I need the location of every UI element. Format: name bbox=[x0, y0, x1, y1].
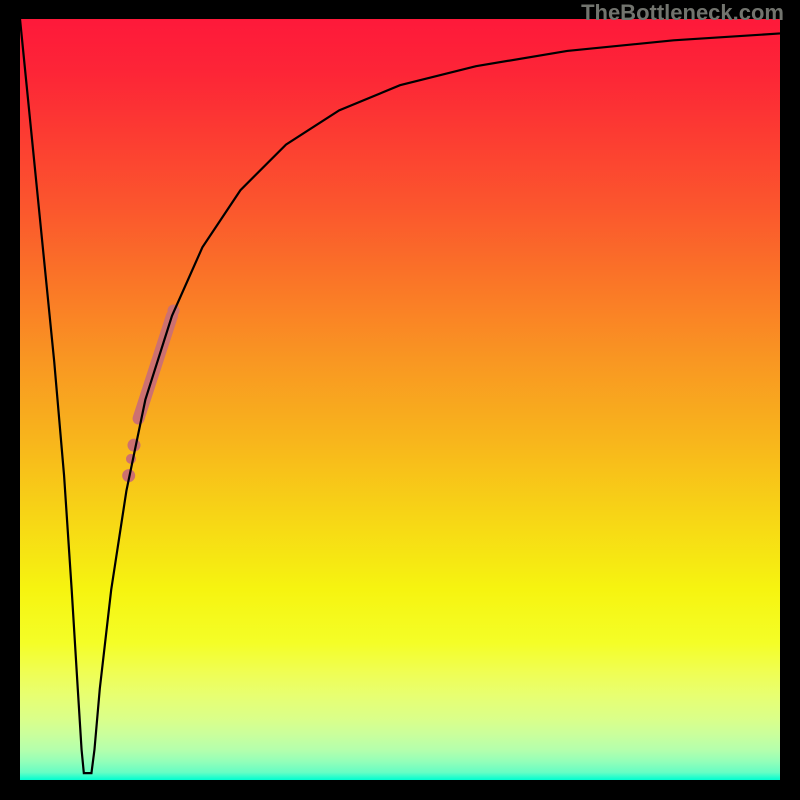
chart-frame bbox=[17, 16, 783, 783]
chart-stage: TheBottleneck.com bbox=[0, 0, 800, 800]
watermark-text: TheBottleneck.com bbox=[581, 0, 784, 26]
